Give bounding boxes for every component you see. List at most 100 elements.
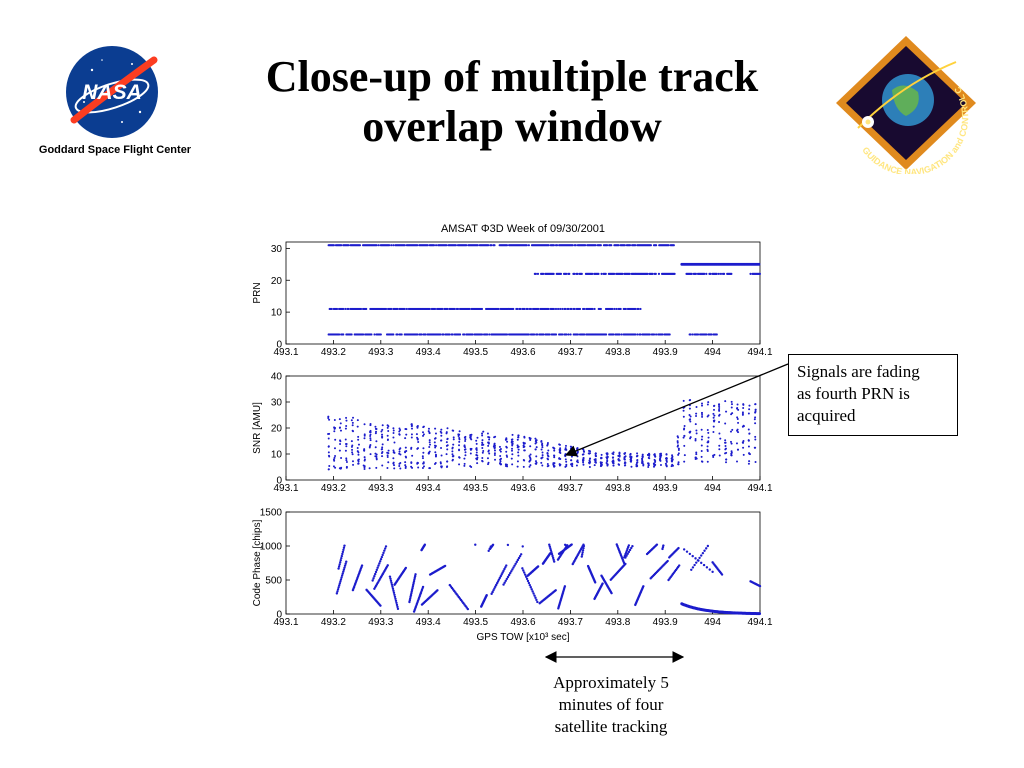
snr-point [429,443,432,446]
snr-point [748,408,751,411]
window-note-line: minutes of four [558,695,664,714]
snr-point [712,425,715,428]
snr-point [386,434,389,437]
prn-point [710,333,713,336]
snr-point [731,428,734,431]
snr-point [700,402,703,405]
code-phase-point [374,570,378,574]
snr-point [630,457,633,460]
snr-point [416,447,419,450]
code-phase-point [491,543,495,546]
prn-point [542,272,545,275]
code-phase-point [421,585,425,589]
code-phase-point [404,566,408,570]
snr-point [541,444,544,447]
snr-point [701,413,704,416]
code-phase-point [495,582,499,585]
snr-point [476,462,479,465]
snr-point [445,453,448,456]
snr-point [736,403,739,406]
y-axis-label: PRN [252,282,263,303]
snr-point [352,416,355,419]
snr-point [510,457,513,460]
snr-point [463,457,466,460]
snr-point [452,436,455,439]
prn-point [493,244,496,247]
prn-point [565,272,568,275]
code-phase-point [338,561,342,564]
snr-point [475,451,478,454]
title-line-2: overlap window [362,102,662,151]
prn-point [487,244,490,247]
prn-point [605,244,609,247]
code-phase-point [376,566,379,569]
snr-point [327,417,330,420]
code-phase-point [693,563,696,567]
snr-point [410,436,413,439]
snr-point [445,431,448,434]
prn-point [458,333,462,336]
snr-point [612,464,615,467]
code-phase-point [551,556,555,560]
prn-point [526,307,529,311]
snr-point [374,452,377,455]
snr-point [676,441,679,444]
code-phase-point [395,603,399,607]
snr-point [500,457,503,460]
snr-point [529,445,532,448]
code-phase-point [695,561,698,564]
snr-point [725,461,728,464]
prn-point [649,244,652,247]
snr-point [493,449,496,452]
snr-point [695,453,698,456]
code-phase-point [339,578,343,581]
snr-point [428,446,431,449]
snr-point [410,425,413,428]
snr-point [624,464,627,467]
snr-point [393,464,396,467]
code-phase-point [360,564,364,567]
prn-point [690,272,693,275]
snr-point [559,451,562,454]
snr-point [387,449,390,452]
snr-point [381,464,384,467]
snr-point [328,464,331,467]
snr-point [339,440,342,443]
snr-point [754,416,757,419]
x-tick-label: 493.9 [653,347,678,358]
snr-point [499,460,502,463]
snr-point [387,461,390,464]
snr-point [700,455,703,458]
snr-point [718,420,721,423]
x-tick-label: 493.4 [416,483,441,494]
code-phase-point [423,543,427,546]
snr-point [731,412,734,415]
slide-title: Close-up of multiple track overlap windo… [200,52,824,152]
code-phase-point [504,566,507,569]
code-phase-point [340,576,343,579]
prn-point [691,333,694,336]
snr-point [464,438,467,441]
snr-point [540,440,543,443]
code-phase-point [380,555,384,559]
snr-point [729,430,732,433]
snr-point [428,450,431,453]
prn-point [552,307,556,311]
snr-point [399,467,402,470]
snr-point [369,431,372,434]
snr-point [340,466,343,469]
snr-point [357,438,360,441]
snr-point [653,463,656,466]
snr-point [469,433,472,436]
snr-point [404,446,407,449]
prn-point [456,307,460,311]
prn-point [722,272,726,275]
prn-point [340,244,343,247]
snr-point [636,452,639,455]
snr-point [481,439,484,442]
snr-point [345,459,348,462]
snr-point [748,404,751,407]
prn-point [428,307,431,311]
snr-point [422,433,425,436]
snr-point [428,441,431,444]
